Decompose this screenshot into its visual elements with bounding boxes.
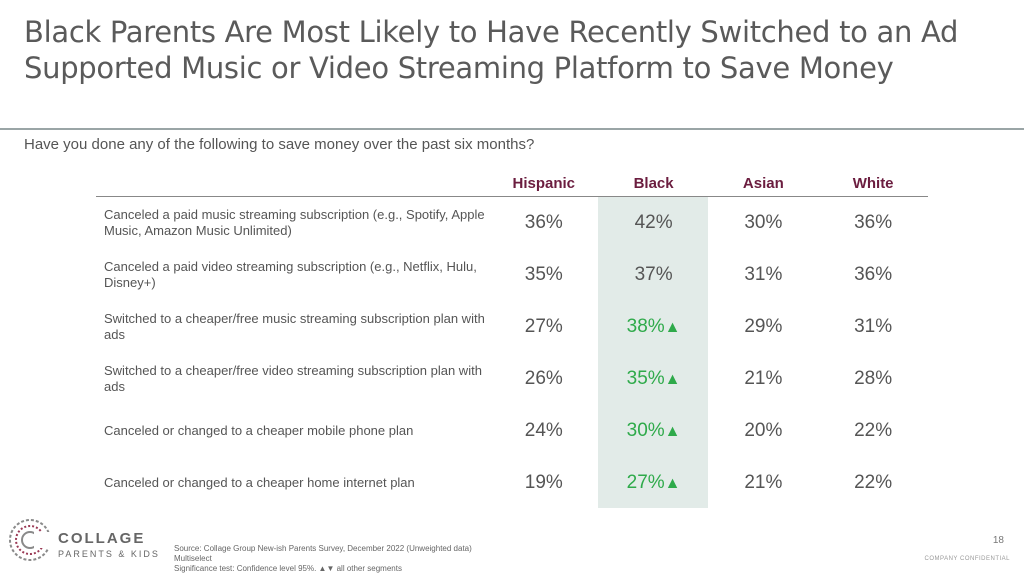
cell-value: 20% <box>744 420 783 441</box>
source-line: Source: Collage Group New-ish Parents Su… <box>174 544 472 553</box>
row-label: Canceled or changed to a cheaper mobile … <box>104 423 414 438</box>
cell-value: 27% <box>626 472 665 493</box>
cell-asian: 21% <box>708 457 818 509</box>
cell-black: 38%▲ <box>599 301 709 353</box>
cell-black: 37% <box>599 249 709 301</box>
column-header-black: Black <box>598 170 709 197</box>
slide-title: Black Parents Are Most Likely to Have Re… <box>24 15 959 85</box>
cell-asian: 30% <box>708 197 818 250</box>
header-label-spacer <box>96 170 489 197</box>
cell-value: 36% <box>854 264 893 285</box>
cell-value: 19% <box>524 472 563 493</box>
cell-hispanic: 27% <box>489 301 599 353</box>
multiselect-note: Multiselect <box>174 554 212 563</box>
cell-value: 26% <box>524 368 563 389</box>
cell-asian: 21% <box>708 353 818 405</box>
significance-up-icon: ▲ <box>664 475 681 492</box>
significance-up-icon: ▲ <box>664 371 681 388</box>
cell-value: 35% <box>524 264 563 285</box>
cell-asian: 20% <box>708 405 818 457</box>
table-row: Canceled or changed to a cheaper mobile … <box>96 405 928 457</box>
row-label: Switched to a cheaper/free music streami… <box>104 311 485 342</box>
row-label: Canceled a paid video streaming subscrip… <box>104 259 477 290</box>
cell-hispanic: 36% <box>489 197 599 250</box>
cell-asian: 29% <box>708 301 818 353</box>
cell-value: 22% <box>854 420 893 441</box>
cell-asian: 31% <box>708 249 818 301</box>
cell-value: 21% <box>744 472 783 493</box>
logo-wordmark: COLLAGE <box>58 530 146 547</box>
row-label: Canceled a paid music streaming subscrip… <box>104 207 485 238</box>
table-header-row: Hispanic Black Asian White <box>96 170 928 197</box>
cell-white: 22% <box>818 405 928 457</box>
significance-up-icon: ▲ <box>664 423 681 440</box>
significance-note: Significance test: Confidence level 95%.… <box>174 564 402 573</box>
column-header-asian: Asian <box>708 170 819 197</box>
table-row: Canceled a paid video streaming subscrip… <box>96 249 928 301</box>
table-body: Canceled a paid music streaming subscrip… <box>96 197 928 510</box>
column-header-hispanic: Hispanic <box>488 170 599 197</box>
results-table: Hispanic Black Asian White Canceled a pa… <box>96 170 928 509</box>
cell-white: 28% <box>818 353 928 405</box>
cell-value: 31% <box>854 316 893 337</box>
row-label: Switched to a cheaper/free video streami… <box>104 363 482 394</box>
column-header-white: White <box>818 170 928 197</box>
cell-hispanic: 35% <box>489 249 599 301</box>
cell-hispanic: 26% <box>489 353 599 405</box>
cell-value: 24% <box>524 420 563 441</box>
cell-value: 36% <box>524 212 563 233</box>
cell-white: 22% <box>818 457 928 509</box>
cell-value: 30% <box>744 212 783 233</box>
cell-value: 29% <box>744 316 783 337</box>
cell-value: 31% <box>744 264 783 285</box>
collage-logo-icon <box>9 519 52 561</box>
highlight-column-black <box>598 196 708 508</box>
cell-hispanic: 19% <box>489 457 599 509</box>
cell-white: 36% <box>818 249 928 301</box>
source-note: Source: Collage Group New-ish Parents Su… <box>174 544 472 574</box>
cell-value: 35% <box>626 368 665 389</box>
cell-value: 37% <box>634 264 673 285</box>
significance-up-icon: ▲ <box>664 319 681 336</box>
cell-black: 42% <box>599 197 709 250</box>
cell-value: 28% <box>854 368 893 389</box>
table-row: Switched to a cheaper/free music streami… <box>96 301 928 353</box>
confidential-label: COMPANY CONFIDENTIAL <box>924 556 1010 562</box>
table-row: Canceled a paid music streaming subscrip… <box>96 197 928 250</box>
cell-black: 35%▲ <box>599 353 709 405</box>
row-label: Canceled or changed to a cheaper home in… <box>104 475 415 490</box>
table-row: Switched to a cheaper/free video streami… <box>96 353 928 405</box>
cell-hispanic: 24% <box>489 405 599 457</box>
logo-subtitle: PARENTS & KIDS <box>58 549 160 559</box>
cell-value: 22% <box>854 472 893 493</box>
cell-value: 27% <box>524 316 563 337</box>
cell-black: 30%▲ <box>599 405 709 457</box>
title-divider <box>0 128 1024 130</box>
survey-question: Have you done any of the following to sa… <box>24 136 535 153</box>
cell-white: 31% <box>818 301 928 353</box>
cell-value: 36% <box>854 212 893 233</box>
cell-white: 36% <box>818 197 928 250</box>
cell-value: 42% <box>634 212 673 233</box>
cell-value: 30% <box>626 420 665 441</box>
cell-value: 38% <box>626 316 665 337</box>
page-number: 18 <box>992 535 1004 546</box>
table-row: Canceled or changed to a cheaper home in… <box>96 457 928 509</box>
cell-value: 21% <box>744 368 783 389</box>
cell-black: 27%▲ <box>599 457 709 509</box>
